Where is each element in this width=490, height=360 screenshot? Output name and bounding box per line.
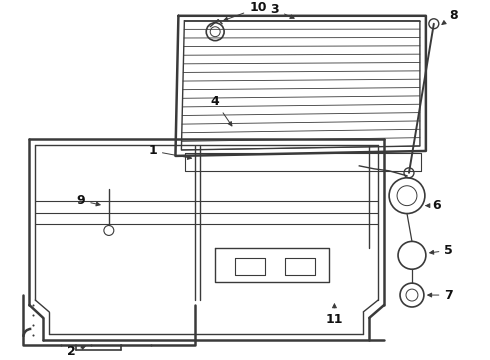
Text: 10: 10 — [224, 1, 267, 21]
Text: 3: 3 — [270, 3, 294, 18]
Text: 6: 6 — [426, 199, 441, 212]
Text: 5: 5 — [430, 244, 453, 257]
Text: 8: 8 — [442, 9, 458, 24]
Text: 2: 2 — [67, 345, 85, 358]
Text: 1: 1 — [148, 144, 192, 159]
Text: 9: 9 — [77, 194, 100, 207]
Text: 7: 7 — [428, 289, 453, 302]
Text: 4: 4 — [211, 95, 232, 126]
Text: 11: 11 — [326, 304, 343, 327]
